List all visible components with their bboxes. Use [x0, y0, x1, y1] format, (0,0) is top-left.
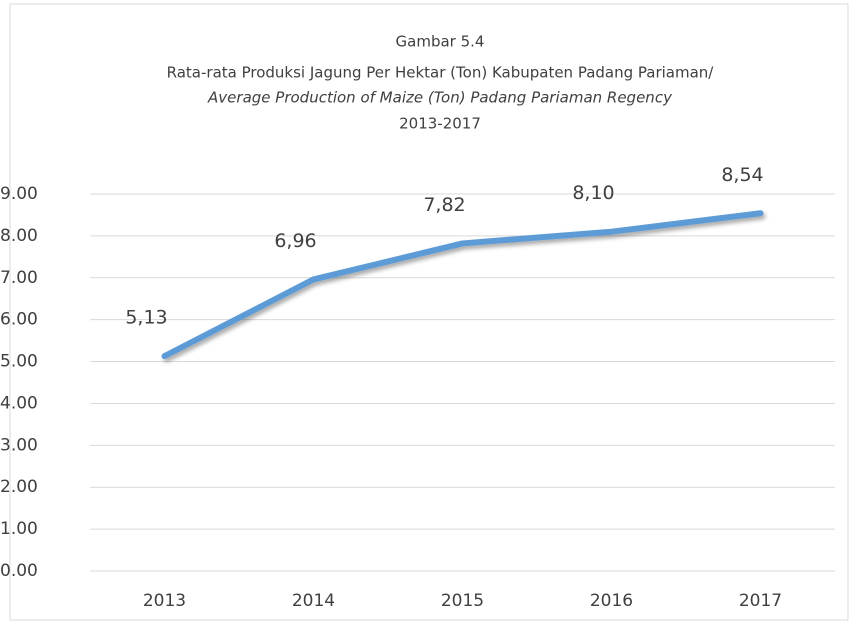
data-label: 7,82 [423, 194, 465, 216]
x-tick-label: 2013 [143, 591, 186, 611]
data-label: 6,96 [274, 230, 316, 252]
y-tick-label: 8.00 [0, 226, 38, 246]
y-tick-label: 1.00 [0, 519, 38, 539]
chart-title: Average Production of Maize (Ton) Padang… [207, 89, 673, 107]
data-label: 8,54 [721, 164, 763, 186]
y-tick-label: 7.00 [0, 268, 38, 288]
line [161, 210, 764, 360]
y-tick-label: 9.00 [0, 184, 38, 204]
y-tick-label: 3.00 [0, 435, 38, 455]
y-tick-label: 6.00 [0, 310, 38, 330]
y-tick-label: 2.00 [0, 477, 38, 497]
y-tick-label: 5.00 [0, 352, 38, 372]
chart-frame [9, 3, 849, 621]
chart-title: Rata-rata Produksi Jagung Per Hektar (To… [167, 64, 715, 82]
x-tick-label: 2017 [739, 591, 782, 611]
x-tick-label: 2016 [590, 591, 633, 611]
y-tick-label: 4.00 [0, 393, 38, 413]
data-label: 8,10 [572, 182, 614, 204]
x-tick-label: 2014 [292, 591, 335, 611]
x-tick-label: 2015 [441, 591, 484, 611]
data-label: 5,13 [125, 307, 167, 329]
chart-title: 2013-2017 [399, 115, 481, 133]
y-tick-label: 0.00 [0, 561, 38, 581]
chart-title: Gambar 5.4 [396, 33, 485, 51]
